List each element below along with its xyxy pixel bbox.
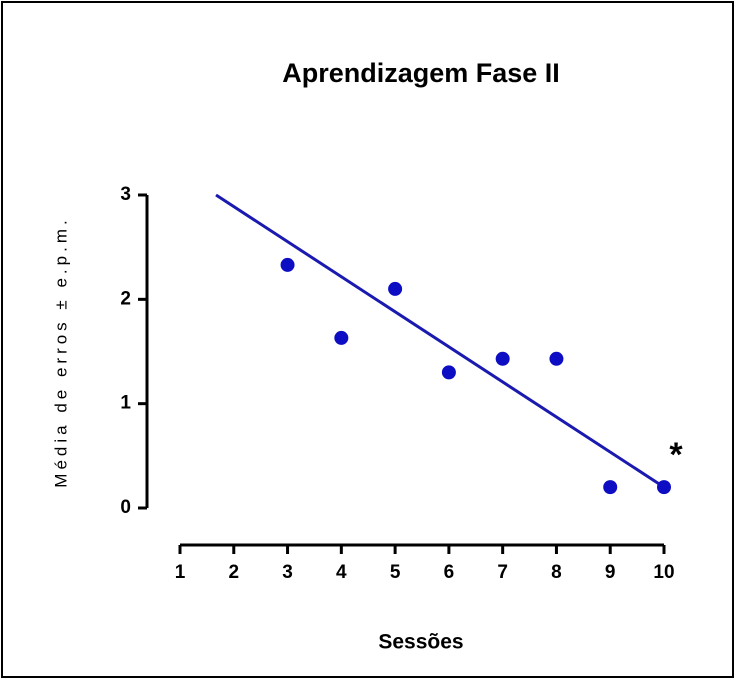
point: [334, 330, 349, 345]
y-tick-label: 3: [120, 184, 131, 205]
point: [549, 351, 564, 366]
y-tick-label: 2: [120, 288, 131, 309]
point: [441, 365, 456, 380]
y-tick-label: 1: [120, 393, 131, 414]
y-axis-label: Média de erros ± e.p.m.: [51, 216, 70, 487]
point: [603, 480, 618, 495]
x-tick-label: 8: [551, 562, 562, 583]
x-tick-label: 5: [390, 562, 401, 583]
y-tick-label: 0: [120, 497, 131, 518]
x-tick-label: 6: [444, 562, 455, 583]
point: [280, 257, 295, 272]
x-tick-label: 10: [653, 562, 674, 583]
x-tick-label: 2: [228, 562, 239, 583]
point: [495, 351, 510, 366]
x-tick-label: 1: [175, 562, 186, 583]
x-tick-label: 9: [605, 562, 616, 583]
annotation: *: [669, 436, 683, 474]
point: [388, 281, 403, 296]
fit-line: [215, 193, 665, 489]
x-tick-label: 4: [336, 562, 347, 583]
x-tick-label: 3: [282, 562, 293, 583]
chart-title: Aprendizagem Fase II: [282, 58, 560, 88]
x-tick-label: 7: [497, 562, 508, 583]
point: [657, 480, 671, 495]
x-axis-label: Sessões: [378, 631, 463, 654]
